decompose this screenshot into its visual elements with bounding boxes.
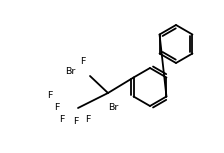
Text: F: F	[80, 56, 86, 65]
Text: F: F	[59, 114, 65, 123]
Text: Br: Br	[65, 67, 75, 75]
Text: Br: Br	[108, 103, 118, 112]
Text: F: F	[73, 118, 79, 127]
Text: F: F	[85, 116, 91, 125]
Text: F: F	[47, 91, 53, 101]
Text: F: F	[54, 103, 60, 112]
